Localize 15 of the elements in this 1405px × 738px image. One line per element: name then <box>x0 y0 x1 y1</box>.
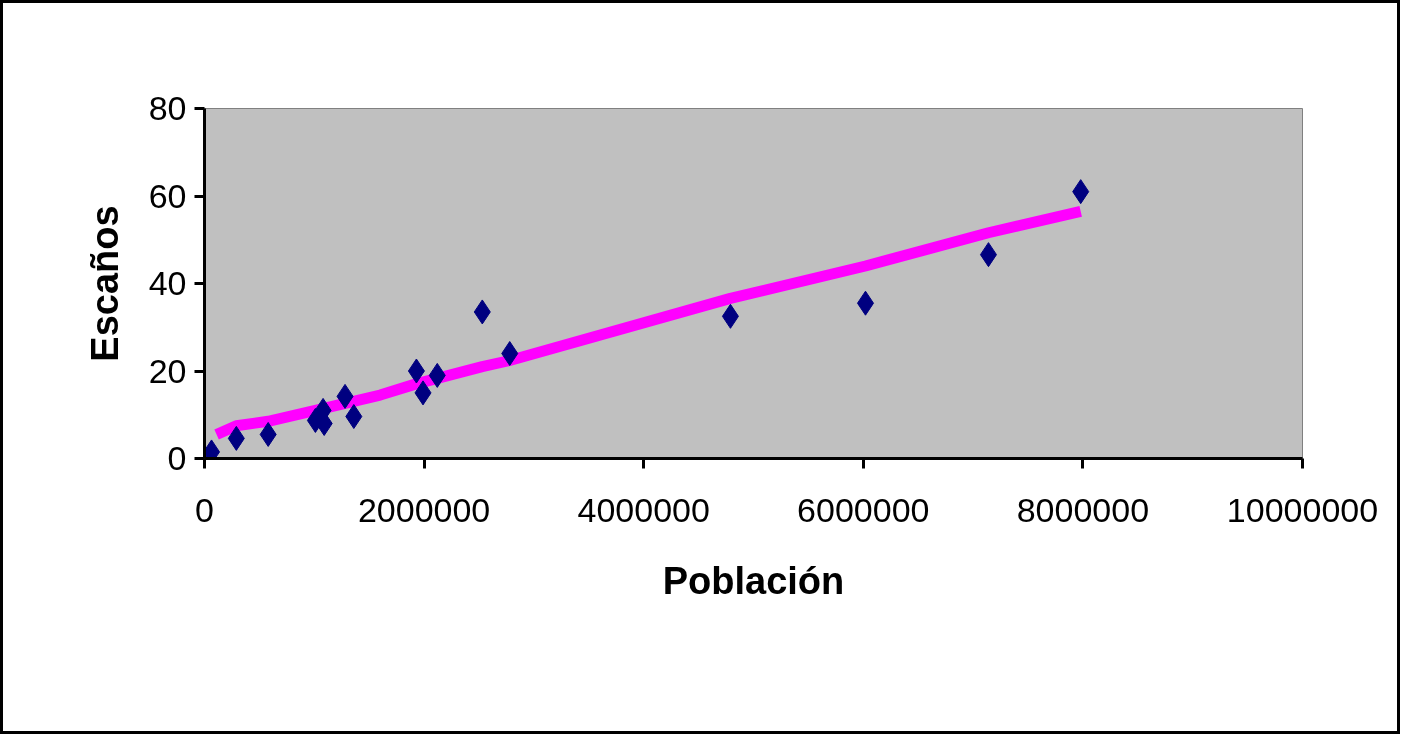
y-tick-label: 40 <box>148 264 187 302</box>
x-tick-label: 2000000 <box>357 490 491 529</box>
point <box>501 341 519 366</box>
y-tick-label: 80 <box>148 89 187 127</box>
point <box>345 404 363 429</box>
y-axis-title: Escaños <box>83 205 126 362</box>
x-tick-label: 8000000 <box>1016 490 1150 529</box>
x-tick-label: 6000000 <box>797 490 930 529</box>
y-tick-label: 0 <box>167 439 187 477</box>
x-axis-title: Población <box>662 559 845 602</box>
y-tick-label: 20 <box>148 351 187 390</box>
x-tick-label: 0 <box>195 490 214 529</box>
y-tick-label: 60 <box>148 176 187 215</box>
x-tick-label: 4000000 <box>577 490 710 529</box>
x-tick-label: 10000000 <box>1226 490 1379 529</box>
